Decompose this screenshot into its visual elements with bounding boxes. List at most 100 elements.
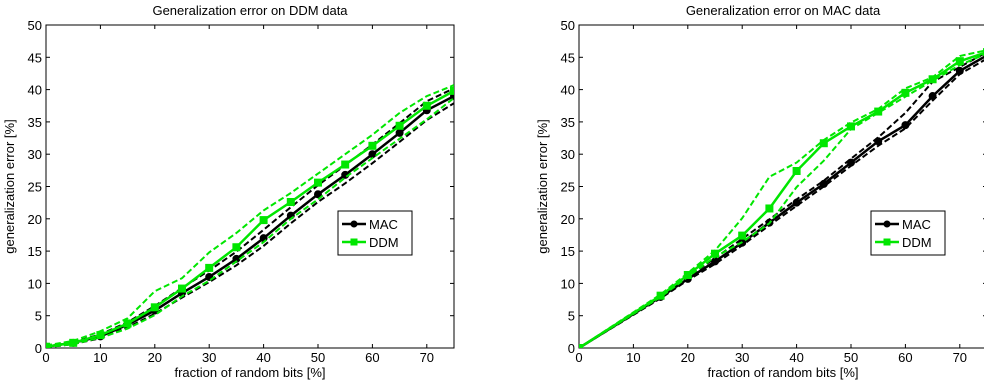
point-ddm	[259, 216, 268, 225]
y-tick-label: 25	[561, 180, 575, 195]
point-ddm	[286, 198, 295, 207]
legend-label-ddm: DDM	[902, 235, 932, 250]
y-tick-label: 30	[561, 147, 575, 162]
point-mac	[792, 198, 801, 207]
y-tick-label: 0	[568, 341, 575, 356]
x-axis-label: fraction of random bits [%]	[707, 365, 858, 380]
y-tick-label: 40	[28, 83, 42, 98]
legend-label-mac: MAC	[369, 217, 398, 232]
y-tick-label: 25	[28, 180, 42, 195]
legend-marker-mac	[350, 220, 358, 228]
y-tick-label: 10	[561, 276, 575, 291]
x-tick-label: 30	[735, 350, 749, 365]
point-ddm	[450, 86, 454, 95]
y-tick-label: 10	[28, 276, 42, 291]
series-ddm-line	[46, 89, 454, 348]
x-tick-label: 20	[681, 350, 695, 365]
point-mac	[819, 179, 828, 188]
y-tick-label: 40	[561, 83, 575, 98]
y-tick-label: 20	[28, 212, 42, 227]
point-ddm	[765, 204, 774, 213]
point-ddm	[656, 291, 665, 300]
legend-marker-mac	[883, 220, 891, 228]
point-mac	[314, 190, 322, 199]
x-tick-label: 0	[575, 350, 582, 365]
point-ddm	[928, 75, 937, 84]
y-tick-label: 5	[568, 309, 575, 324]
series-mac-bound-1	[579, 52, 984, 348]
series-mac-bound-1	[46, 87, 454, 348]
point-ddm	[792, 166, 801, 175]
x-tick-label: 30	[202, 350, 216, 365]
legend-box	[870, 210, 946, 256]
point-ddm	[901, 88, 910, 97]
series-ddm-bound-2	[579, 53, 984, 348]
x-tick-label: 60	[365, 350, 379, 365]
point-ddm	[178, 284, 186, 293]
series-ddm-bound-1	[579, 49, 984, 348]
series-mac-line	[579, 55, 984, 348]
legend: MAC DDM	[870, 210, 946, 256]
series-mac-bound-2	[579, 59, 984, 348]
y-axis-label: generalization error [%]	[535, 119, 550, 253]
legend-box	[337, 210, 413, 256]
x-tick-label: 20	[148, 350, 162, 365]
legend: MAC DDM	[337, 210, 413, 256]
x-tick-label: 0	[42, 350, 49, 365]
point-ddm	[69, 338, 78, 347]
point-mac	[955, 66, 964, 75]
series-ddm-line	[579, 51, 984, 348]
plot-area	[579, 48, 984, 348]
point-ddm	[368, 141, 377, 150]
chart-title: Generalization error on MAC data	[686, 3, 881, 18]
point-ddm	[738, 231, 747, 240]
y-tick-label: 50	[28, 18, 42, 33]
legend-label-mac: MAC	[902, 217, 931, 232]
point-mac	[711, 257, 719, 266]
point-ddm	[579, 344, 583, 348]
y-tick-label: 45	[28, 50, 42, 65]
point-ddm	[123, 319, 132, 328]
point-mac	[847, 158, 855, 167]
point-ddm	[341, 160, 350, 169]
point-mac	[874, 137, 883, 146]
x-tick-label: 10	[93, 350, 107, 365]
y-tick-label: 35	[561, 115, 575, 130]
chart-2: Generalization error on MAC data 0 5 10 15 20…	[535, 3, 984, 380]
point-ddm	[232, 243, 241, 252]
x-tick-label: 50	[311, 350, 325, 365]
axes-box	[45, 24, 455, 349]
point-ddm	[205, 263, 214, 272]
point-mac	[368, 150, 377, 159]
x-tick-label: 10	[626, 350, 640, 365]
y-tick-label: 45	[561, 50, 575, 65]
point-ddm	[955, 57, 964, 66]
point-ddm	[395, 121, 404, 130]
point-mac	[928, 92, 937, 101]
point-ddm	[96, 331, 105, 340]
point-ddm	[847, 122, 855, 131]
x-axis-label: fraction of random bits [%]	[174, 365, 325, 380]
y-tick-label: 30	[28, 147, 42, 162]
legend-marker-ddm	[883, 238, 891, 246]
legend-marker-ddm	[350, 238, 358, 246]
point-ddm	[150, 303, 159, 312]
point-ddm	[46, 342, 50, 348]
point-ddm	[683, 271, 692, 280]
point-mac	[901, 121, 910, 130]
y-tick-label: 15	[28, 244, 42, 259]
point-ddm	[314, 178, 322, 187]
y-tick-label: 0	[35, 341, 42, 356]
point-ddm	[711, 249, 719, 258]
chart-1: Generalization error on DDM data 0 5 10 15 20…	[2, 3, 455, 380]
series-ddm-bound-2	[46, 97, 454, 348]
x-tick-label: 50	[844, 350, 858, 365]
y-tick-label: 15	[561, 244, 575, 259]
plot-area	[46, 84, 454, 348]
y-tick-label: 35	[28, 115, 42, 130]
x-tick-label: 40	[789, 350, 803, 365]
y-axis-label: generalization error [%]	[2, 119, 17, 253]
series-mac-bound-2	[46, 102, 454, 348]
chart-title: Generalization error on DDM data	[152, 3, 348, 18]
